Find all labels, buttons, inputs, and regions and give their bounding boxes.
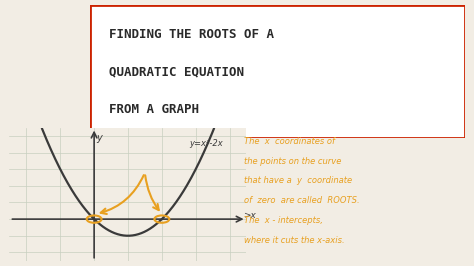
Text: FROM A GRAPH: FROM A GRAPH — [109, 103, 199, 115]
Text: The  x - intercepts,: The x - intercepts, — [244, 216, 323, 225]
Text: y=x²-2x: y=x²-2x — [189, 139, 223, 148]
Text: where it cuts the x-axis.: where it cuts the x-axis. — [244, 236, 345, 245]
Text: that have a  y  coordinate: that have a y coordinate — [244, 176, 352, 185]
Text: the points on the curve: the points on the curve — [244, 157, 341, 166]
Text: of  zero  are called  ROOTS.: of zero are called ROOTS. — [244, 196, 360, 205]
Text: >x: >x — [243, 211, 256, 220]
Text: FINDING THE ROOTS OF A: FINDING THE ROOTS OF A — [109, 28, 274, 41]
Text: y: y — [96, 133, 102, 143]
Text: QUADRATIC EQUATION: QUADRATIC EQUATION — [109, 65, 244, 78]
FancyBboxPatch shape — [90, 5, 465, 138]
Text: The  x  coordinates of: The x coordinates of — [244, 137, 335, 146]
